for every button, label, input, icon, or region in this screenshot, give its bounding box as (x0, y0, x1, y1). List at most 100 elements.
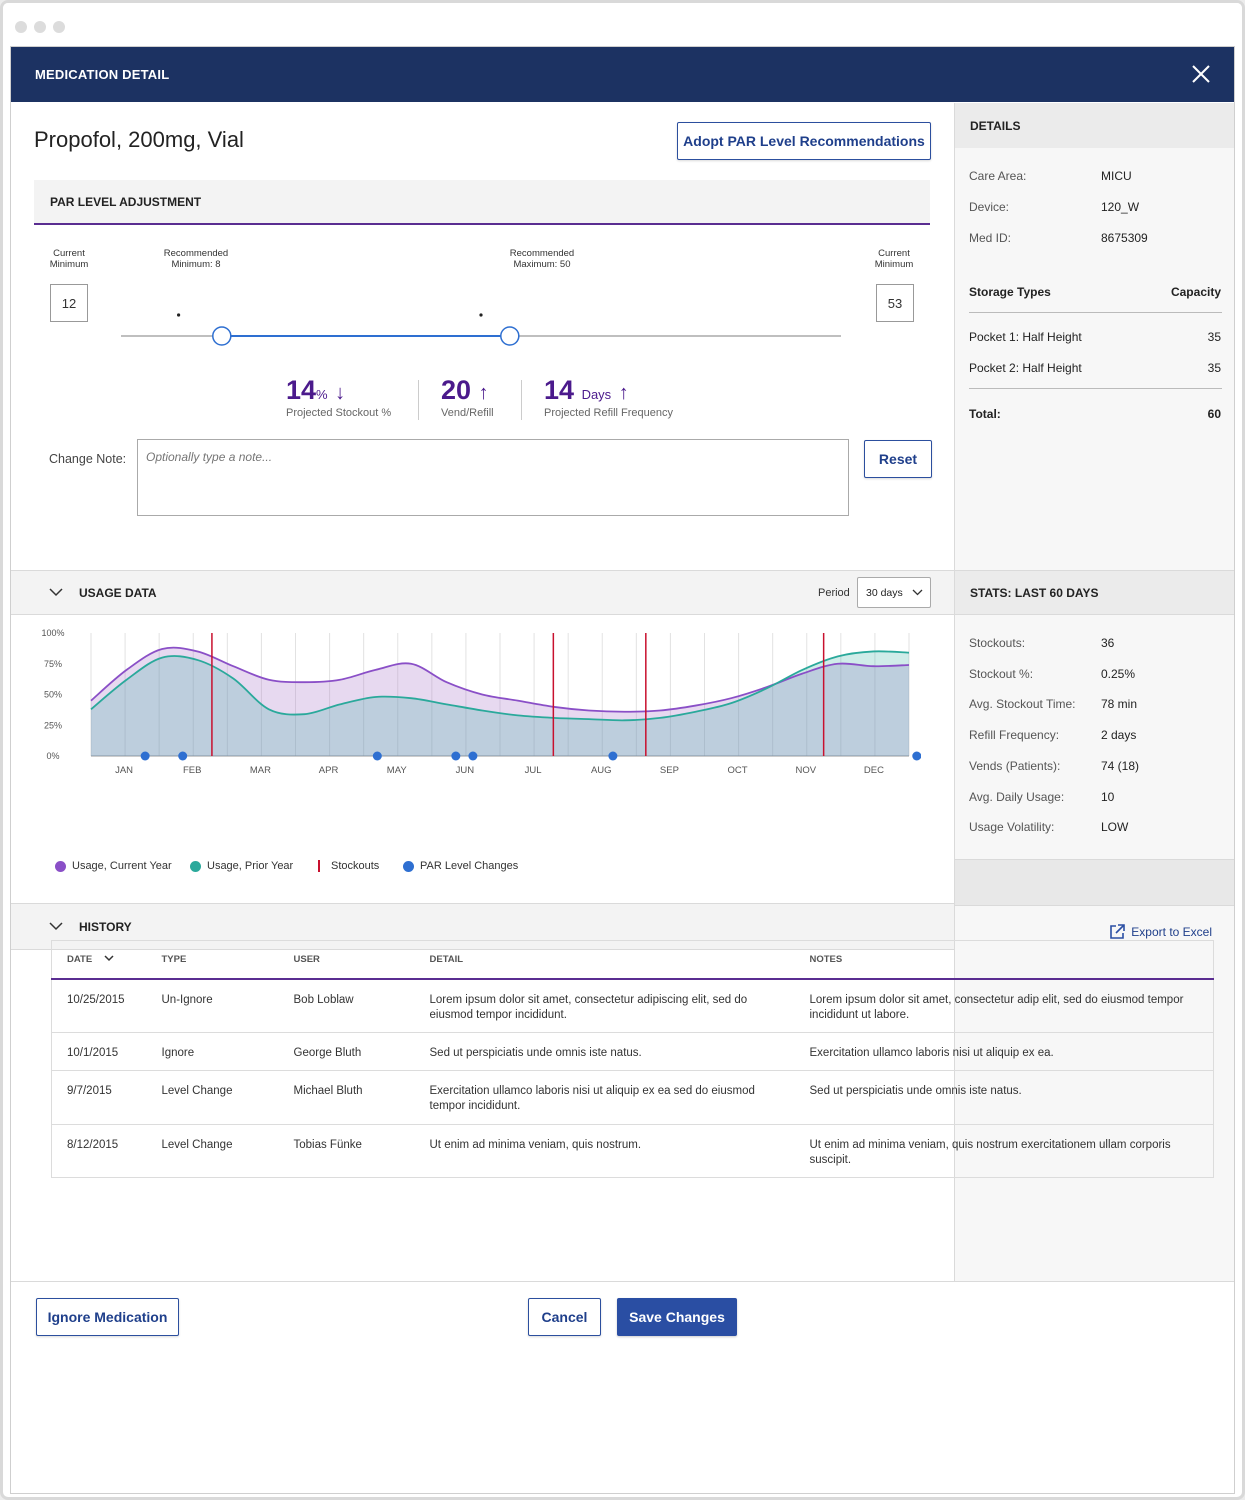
usage-data-header[interactable]: USAGE DATA Period 30 days (11, 570, 954, 615)
rec-max-label: Recommended Maximum: 50 (501, 248, 583, 270)
export-to-excel-link[interactable]: Export to Excel (1109, 924, 1212, 940)
cell-user: George Bluth (278, 1032, 415, 1071)
save-changes-button[interactable]: Save Changes (617, 1298, 737, 1336)
capacity-header: Capacity (1170, 285, 1221, 299)
refill-caption: Projected Refill Frequency (544, 407, 674, 419)
chevron-down-icon[interactable] (49, 922, 63, 931)
current-min-label-line2: Minimum (49, 259, 89, 270)
period-select[interactable]: 30 days (857, 577, 931, 608)
cell-detail: Sed ut perspiciatis unde omnis iste natu… (414, 1032, 795, 1071)
chevron-down-icon[interactable] (49, 588, 63, 597)
export-label: Export to Excel (1131, 925, 1212, 939)
column-header-user[interactable]: USER (278, 940, 415, 980)
current-min-value[interactable]: 12 (50, 284, 88, 322)
change-note-input[interactable] (137, 439, 849, 516)
cell-date: 9/7/2015 (51, 1070, 147, 1125)
column-header-detail[interactable]: DETAIL (414, 940, 795, 980)
legend-swatch (403, 860, 414, 872)
avg-daily-usage-value: 10 (1101, 790, 1115, 804)
reset-button[interactable]: Reset (864, 440, 932, 478)
period-value: 30 days (866, 586, 903, 599)
table-row[interactable]: 10/1/2015 Ignore George Bluth Sed ut per… (51, 1032, 1214, 1071)
refill-stat: 14 Days ↑ (544, 375, 629, 406)
par-change-marker (372, 751, 382, 761)
x-tick-label: SEP (660, 765, 679, 776)
par-level-slider[interactable]: 0510152025303540455055606570758085909510… (111, 268, 851, 353)
modal-footer: Ignore Medication Cancel Save Changes (11, 1281, 1234, 1351)
x-tick-label: NOV (795, 765, 816, 776)
column-header-date[interactable]: DATE (51, 940, 147, 980)
x-tick-label: JAN (115, 765, 133, 776)
divider (969, 312, 1222, 313)
par-change-marker (468, 751, 478, 761)
series-line (90, 650, 910, 722)
x-tick-label: OCT (728, 765, 748, 776)
adopt-recommendations-button[interactable]: Adopt PAR Level Recommendations (677, 122, 931, 160)
cell-detail: Exercitation ullamco laboris nisi ut ali… (414, 1070, 795, 1125)
table-row[interactable]: 9/7/2015 Level Change Michael Bluth Exer… (51, 1070, 1214, 1125)
total-value: 60 (1207, 407, 1221, 421)
par-change-marker (608, 751, 618, 761)
med-id-value: 8675309 (1101, 231, 1148, 245)
storage-types-header: Storage Types (969, 285, 1051, 299)
table-header-row: DATE TYPE USER DETAIL NOTES (51, 940, 1214, 980)
column-header-notes[interactable]: NOTES (794, 940, 1214, 980)
legend-par-changes: PAR Level Changes (403, 860, 518, 872)
window-dot-zoom[interactable] (53, 21, 65, 33)
divider (969, 388, 1222, 389)
med-id-label: Med ID: (969, 231, 1012, 245)
history-table: DATE TYPE USER DETAIL NOTES 10/25/2015 U… (51, 940, 1214, 1178)
rec-min-label: Recommended Minimum: 8 (156, 248, 236, 270)
usage-chart: 100% 75% 50% 25% 0% JAN FEB MAR APR MAY JUN JUL AUG S… (41, 628, 921, 776)
par-change-marker (451, 751, 461, 761)
avg-daily-usage-label: Avg. Daily Usage: (969, 790, 1065, 804)
y-tick-label: 100% (41, 628, 64, 638)
details-heading: DETAILS (970, 118, 1021, 133)
sort-chevron-icon[interactable] (104, 955, 114, 962)
window-dot-minimize[interactable] (34, 21, 46, 33)
table-row[interactable]: 8/12/2015 Level Change Tobias Fünke Ut e… (51, 1124, 1214, 1178)
rec-min-marker (177, 313, 181, 317)
x-tick-label: APR (319, 765, 339, 776)
care-area-label: Care Area: (969, 169, 1027, 183)
stat-divider-1 (418, 380, 419, 420)
current-max-value[interactable]: 53 (876, 284, 914, 322)
avg-stockout-label: Avg. Stockout Time: (969, 697, 1076, 711)
par-change-marker (140, 751, 150, 761)
history-heading: HISTORY (79, 919, 132, 934)
legend-current-year: Usage, Current Year (55, 860, 172, 872)
column-header-type[interactable]: TYPE (146, 940, 279, 980)
rec-max-label-line1: Recommended (509, 248, 575, 259)
ignore-medication-button[interactable]: Ignore Medication (36, 1298, 179, 1336)
slider-handle-high[interactable] (500, 326, 520, 346)
usage-data-heading: USAGE DATA (79, 585, 157, 600)
pocket1-value: 35 (1207, 330, 1221, 344)
stockout-caption: Projected Stockout % (286, 407, 392, 419)
device-label: Device: (969, 200, 1010, 214)
stockout-stat: 14% ↓ (286, 375, 345, 406)
stats-heading: STATS: LAST 60 DAYS (970, 585, 1099, 600)
par-level-heading: PAR LEVEL ADJUSTMENT (50, 194, 202, 209)
external-link-icon (1110, 924, 1126, 939)
rec-max-label-line2: Maximum: 50 (513, 259, 571, 270)
window-dot-close[interactable] (15, 21, 27, 33)
cancel-button[interactable]: Cancel (528, 1298, 601, 1336)
current-max-label-line1: Current (878, 248, 910, 259)
vend-value: 20 (441, 375, 472, 405)
rec-min-label-line1: Recommended (163, 248, 229, 259)
legend-swatch (55, 860, 66, 872)
pocket2-label: Pocket 2: Half Height (969, 361, 1082, 375)
stockouts-value: 36 (1101, 636, 1115, 650)
care-area-value: MICU (1101, 169, 1132, 183)
vend-caption: Vend/Refill (441, 407, 494, 419)
cell-notes: Sed ut perspiciatis unde omnis iste natu… (794, 1070, 1214, 1125)
close-icon[interactable] (1190, 63, 1212, 85)
table-row[interactable]: 10/25/2015 Un-Ignore Bob Loblaw Lorem ip… (51, 978, 1214, 1033)
legend-swatch (318, 860, 320, 872)
cell-notes: Ut enim ad minima veniam, quis nostrum e… (794, 1124, 1214, 1178)
cell-date: 8/12/2015 (51, 1124, 147, 1178)
cell-detail: Ut enim ad minima veniam, quis nostrum. (414, 1124, 795, 1178)
current-min-label-line1: Current (53, 248, 85, 259)
slider-handle-low[interactable] (212, 326, 232, 346)
legend-label: PAR Level Changes (420, 860, 519, 872)
